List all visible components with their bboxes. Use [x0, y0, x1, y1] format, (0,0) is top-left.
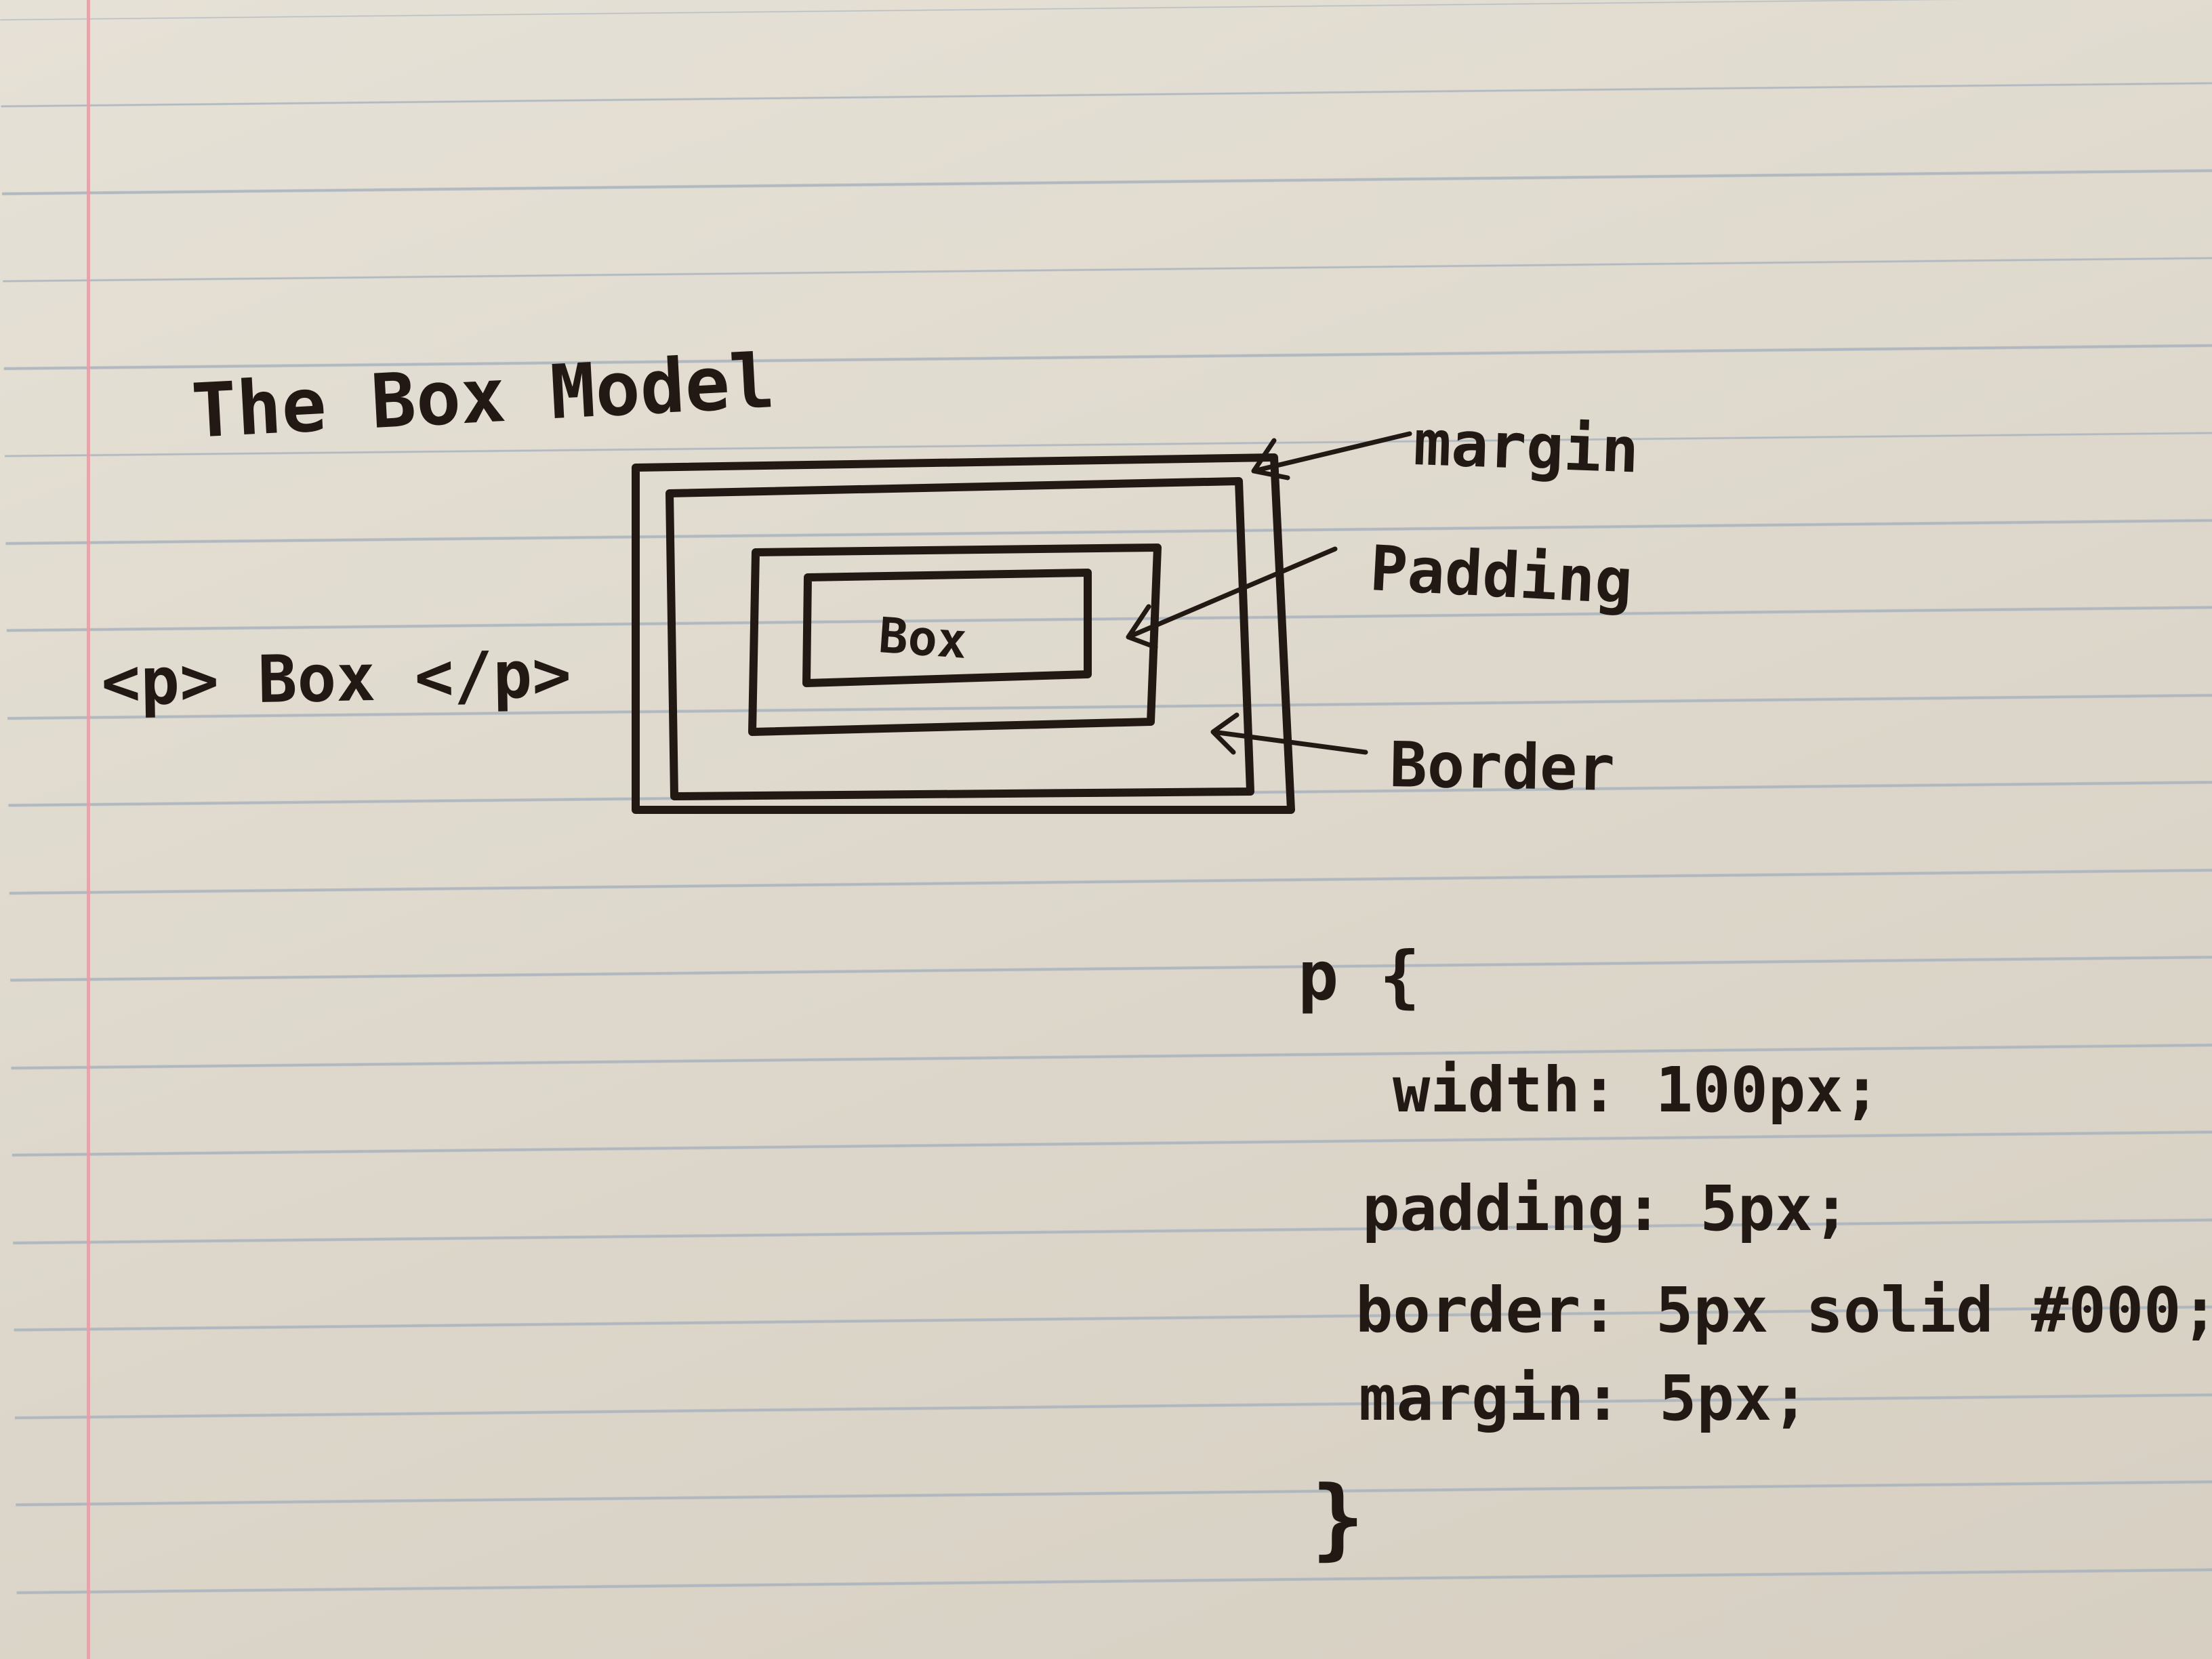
- css-padding-line: padding: 5px;: [1362, 1172, 1850, 1245]
- content-box-label: Box: [877, 607, 969, 670]
- border-label: Border: [1389, 729, 1616, 805]
- css-margin-line: margin: 5px;: [1359, 1362, 1809, 1435]
- margin-label: margin: [1412, 407, 1640, 487]
- html-snippet: <p> Box </p>: [100, 636, 571, 720]
- margin-box: [632, 453, 1295, 814]
- margin-line: [87, 0, 90, 1659]
- content-box: [802, 569, 1092, 687]
- css-selector-open: p {: [1298, 937, 1420, 1016]
- margin-pointer-arrow: [1251, 431, 1412, 480]
- css-border-line: border: 5px solid #000;: [1355, 1274, 2212, 1347]
- css-rule-block: p { width: 100px; padding: 5px; border: …: [1298, 937, 2212, 1570]
- padding-pointer-arrow: [1126, 546, 1338, 650]
- border-pointer-arrow: [1210, 712, 1368, 755]
- css-width-line: width: 100px;: [1393, 1054, 1881, 1126]
- padding-box: [748, 544, 1162, 736]
- padding-label: Padding: [1368, 532, 1635, 618]
- diagram-title: The Box Model: [190, 337, 777, 455]
- css-close-brace: }: [1311, 1467, 1364, 1570]
- border-box: [665, 477, 1254, 800]
